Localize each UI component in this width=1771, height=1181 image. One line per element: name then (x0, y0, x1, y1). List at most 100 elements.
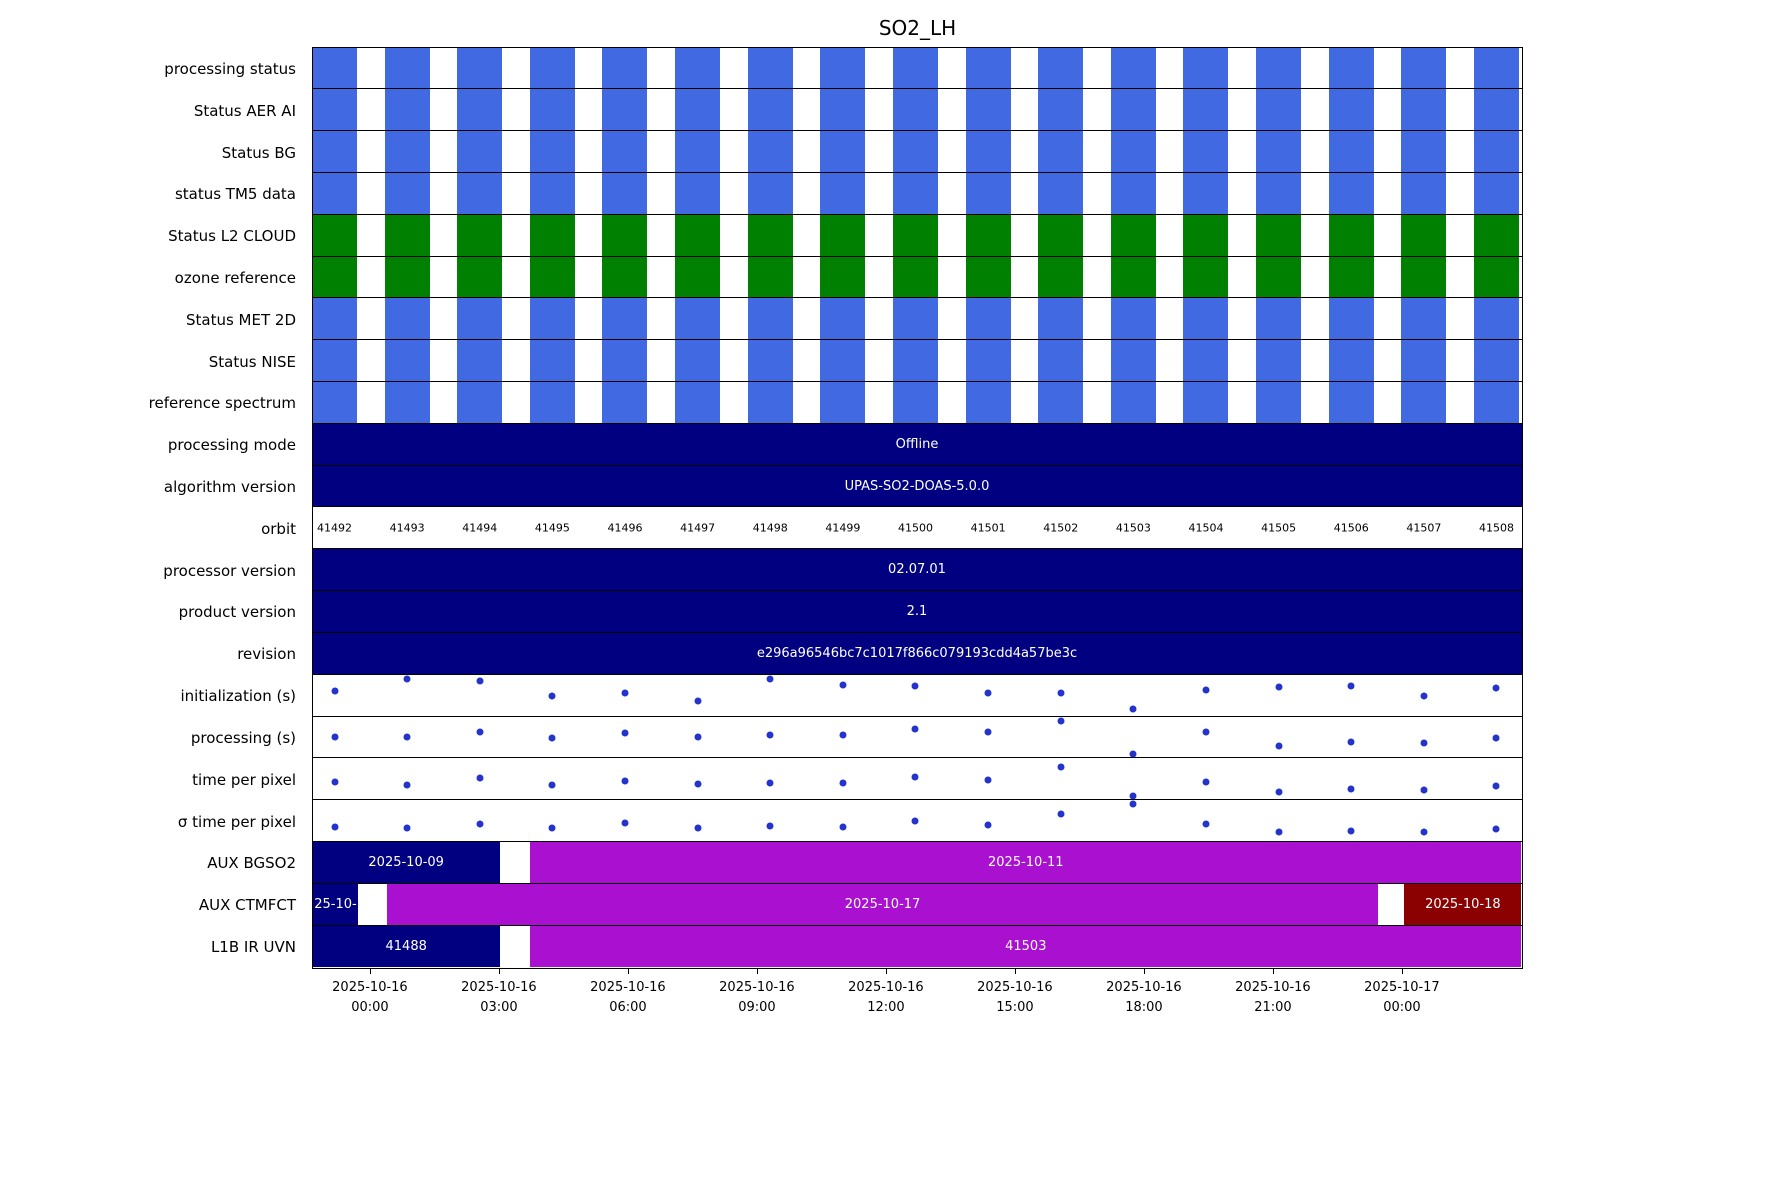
status-block (1401, 214, 1447, 256)
status-block (384, 340, 430, 381)
status-block (384, 382, 430, 423)
scatter-dot (694, 780, 702, 788)
scatter-dot (839, 823, 847, 831)
x-tick-time: 00:00 (1383, 1000, 1421, 1016)
plot-row-status-aer-ai (312, 89, 1522, 132)
timeline-segment-text: 41503 (1005, 938, 1047, 954)
scatter-dot (839, 731, 847, 739)
status-block (1473, 256, 1519, 298)
status-block (1328, 382, 1374, 423)
timeline-segment: 2025-10-17 (387, 883, 1378, 925)
status-block (384, 172, 430, 214)
scatter-dot (911, 682, 919, 690)
status-block (1183, 256, 1229, 298)
status-block (312, 340, 358, 381)
scatter-dot (839, 681, 847, 689)
x-tick-mark (369, 969, 371, 974)
status-block (602, 89, 648, 131)
status-block (1038, 89, 1084, 131)
scatter-dot (984, 821, 992, 829)
plot-row-l1b-ir-uvn: 41488 41503 (312, 925, 1522, 968)
status-block (820, 340, 866, 381)
scatter-dot (1129, 792, 1137, 800)
x-tick-mark (885, 969, 887, 974)
status-block (892, 131, 938, 172)
status-block (892, 89, 938, 131)
scatter-dot (1347, 785, 1355, 793)
timeline-segment: 2025-10-11 (530, 841, 1522, 883)
scatter-dot (1275, 683, 1283, 691)
status-block (892, 256, 938, 298)
row-label-algorithm-version: algorithm version (163, 478, 296, 497)
status-block (457, 382, 503, 423)
row-label-revision: revision (237, 645, 296, 664)
scatter-dot (1275, 828, 1283, 836)
status-block (1183, 131, 1229, 172)
scatter-dot (1057, 810, 1065, 818)
timeline-segment-text: 2025-10-11 (988, 854, 1064, 870)
x-tick-date: 2025-10-16 (977, 980, 1053, 995)
timeline-segment-text: 25-10- (314, 896, 357, 912)
x-tick-time: 06:00 (609, 1000, 647, 1016)
scatter-dot (766, 822, 774, 830)
status-block (675, 298, 721, 340)
status-block (1256, 214, 1302, 256)
scatter-dot (476, 677, 484, 685)
x-axis: 2025-10-16 00:00 2025-10-16 03:00 2025-10-16… (313, 968, 1522, 1038)
row-label-reference-spectrum: reference spectrum (148, 394, 296, 413)
status-block (1328, 214, 1374, 256)
scatter-dot (1202, 778, 1210, 786)
row-label-status-nise: Status NISE (208, 352, 296, 371)
status-block (965, 131, 1011, 172)
status-block (747, 172, 793, 214)
status-block (384, 131, 430, 172)
status-block (312, 382, 358, 423)
scatter-dot (1275, 788, 1283, 796)
orbit-number: 41507 (1406, 521, 1442, 535)
status-block (892, 382, 938, 423)
status-block (602, 382, 648, 423)
status-block (675, 214, 721, 256)
row-label-time-per-pixel: σ time per pixel (177, 812, 296, 831)
orbit-number: 41505 (1261, 521, 1297, 535)
scatter-dot (1129, 750, 1137, 758)
scatter-dot (331, 687, 338, 695)
scatter-dot (621, 777, 629, 785)
x-tick-label: 2025-10-16 00:00 (332, 978, 408, 1018)
scatter-dot (476, 820, 484, 828)
plot-row-processing-mode: Offline (312, 423, 1522, 466)
scatter-dot (1492, 684, 1500, 692)
orbit-number: 41506 (1333, 521, 1369, 535)
scatter-dot (403, 675, 411, 683)
x-tick-time: 03:00 (480, 1000, 518, 1016)
x-tick-label: 2025-10-17 00:00 (1364, 978, 1440, 1018)
status-block (1328, 256, 1374, 298)
status-block (892, 214, 938, 256)
status-block (457, 214, 503, 256)
row-label-status-aer-ai: Status AER AI (193, 101, 296, 120)
status-block (1038, 214, 1084, 256)
status-block (457, 340, 503, 381)
status-block (1038, 256, 1084, 298)
status-block (384, 214, 430, 256)
status-block (1110, 131, 1156, 172)
plot-row-time-per-pixel (312, 800, 1522, 842)
row-label-processing-status: processing status (164, 59, 296, 78)
value-bar-text: 2.1 (906, 603, 928, 619)
status-block (1110, 47, 1156, 89)
x-tick-time: 12:00 (867, 1000, 905, 1016)
scatter-dot (911, 773, 919, 781)
scatter-dot (1057, 717, 1065, 725)
status-block (529, 89, 575, 131)
status-block (820, 214, 866, 256)
status-block (1401, 340, 1447, 381)
orbit-number: 41504 (1188, 521, 1224, 535)
x-tick-label: 2025-10-16 15:00 (977, 978, 1053, 1018)
value-bar-text: 02.07.01 (888, 562, 946, 578)
status-block (1110, 382, 1156, 423)
scatter-dot (911, 817, 919, 825)
status-block (965, 89, 1011, 131)
status-block (1110, 256, 1156, 298)
timeline-segment: 41488 (312, 925, 500, 968)
